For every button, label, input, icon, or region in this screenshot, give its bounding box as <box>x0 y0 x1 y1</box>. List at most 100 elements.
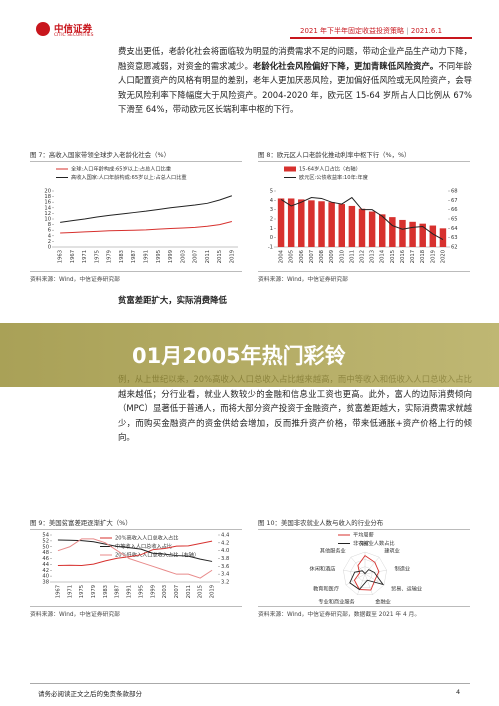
report: 2021 年下半年固定收益投资策略 <box>300 27 405 35</box>
figure-caption: 图 8：欧元区人口老龄化推动利率中枢下行（%，%） <box>258 150 470 162</box>
y-tick-label: 0 <box>48 245 51 251</box>
y-tick-label: 50 <box>42 544 49 550</box>
figure-source: 资料来源：Wind，中信证券研究部，数据截至 2021 年 4 月。 <box>258 606 470 618</box>
x-tick-label: 2019 <box>229 250 235 263</box>
category-label: 建筑业 <box>384 547 400 555</box>
y2-tick-label: 3.8 <box>221 556 229 562</box>
legend-label: 欧元区:公债收益率:10年:年度 <box>299 173 368 181</box>
y-tick-label: 52 <box>42 538 49 544</box>
bar <box>358 208 366 247</box>
x-tick-label: 2011 <box>205 250 211 263</box>
x-tick-label: 1991 <box>144 250 150 263</box>
y-tick-label: 6 <box>48 228 51 234</box>
y-tick-label: 10 <box>44 217 51 223</box>
banner-text: 01月2005年热门彩铃 <box>132 344 346 368</box>
x-tick-label: 1983 <box>119 250 125 263</box>
radar-ring <box>343 551 387 595</box>
x-tick-label: 2019 <box>210 585 216 598</box>
category-label: 休闲和酒店 <box>310 564 336 572</box>
legend-swatch <box>284 166 296 172</box>
y-tick-label: -1 <box>268 245 273 251</box>
y2-tick-label: 62 <box>451 245 458 251</box>
x-tick-label: 1967 <box>55 585 61 598</box>
radar-spoke <box>364 573 385 586</box>
text: 费支出更低，老龄化社会将面临较为明显的消费需求不足的问题，带动企业产品生产动力下… <box>118 46 472 71</box>
disclaimer: 请务必阅读正文之后的免责条款部分 <box>38 690 142 698</box>
bar <box>338 204 346 247</box>
bar <box>409 221 416 247</box>
radar-spoke <box>364 573 373 595</box>
x-tick-label: 2004 <box>279 249 285 263</box>
y-tick-label: 48 <box>42 550 49 556</box>
bar <box>378 214 386 247</box>
x-tick-label: 2019 <box>430 250 436 263</box>
chart: 全球:人口年龄构成:65岁以上:占总人口比重高收入国家:人口年龄构成:65岁以上… <box>44 165 238 263</box>
x-tick-label: 2013 <box>370 250 376 263</box>
x-tick-label: 2015 <box>217 250 223 263</box>
y-tick-label: 3 <box>270 207 273 213</box>
bar <box>277 198 285 247</box>
category-label: 专业和商业服务 <box>318 598 354 604</box>
bar <box>318 201 325 247</box>
y-tick-label: 12 <box>44 211 51 217</box>
y2-tick-label: 4.2 <box>221 540 229 546</box>
x-tick-label: 2014 <box>380 249 386 263</box>
y-tick-label: 20 <box>44 189 51 195</box>
bar <box>328 202 335 247</box>
x-tick-label: 1971 <box>67 585 73 598</box>
x-tick-label: 2008 <box>319 250 325 263</box>
y2-tick-label: 67 <box>451 198 458 204</box>
line-series <box>60 221 232 234</box>
legend-label: 平均周薪 <box>353 531 374 539</box>
x-tick-label: 1979 <box>107 250 113 263</box>
x-tick-label: 1995 <box>156 250 162 263</box>
y2-tick-label: 3.2 <box>221 580 229 586</box>
figure-caption: 图 10：美国非农就业人数与收入的行业分布 <box>258 518 470 530</box>
brand: 中信证券 <box>54 24 93 35</box>
bar <box>419 223 426 247</box>
radar-spoke <box>343 569 366 575</box>
bar <box>348 205 356 247</box>
paragraph-1: 费支出更低，老龄化社会将面临较为明显的消费需求不足的问题，带动企业产品生产动力下… <box>118 44 472 117</box>
y-tick-label: 54 <box>42 533 49 539</box>
figure-caption: 图 7：高收入国家带领全球步入老龄化社会（%） <box>30 150 242 162</box>
y2-tick-label: 3.4 <box>221 572 230 578</box>
x-tick-label: 2010 <box>339 250 345 263</box>
x-tick-label: 2020 <box>440 250 446 263</box>
date: 2021.6.1 <box>410 27 443 35</box>
radar-series <box>349 569 385 591</box>
brand-en: CITIC SECURITIES <box>54 33 94 38</box>
line-series <box>57 540 213 567</box>
x-tick-label: 1983 <box>103 585 109 598</box>
x-tick-label: 1971 <box>82 250 88 263</box>
text: 不同年龄人口配置资产的风格有明显的差别，老年人更加厌恶风险，更加偏好低风险或无风… <box>118 60 473 115</box>
category-label: 制造业 <box>395 564 411 572</box>
y2-tick-label: 64 <box>451 226 458 232</box>
x-tick-label: 1967 <box>70 250 76 263</box>
y2-tick-label: 3.6 <box>221 564 229 570</box>
category-label: 教育和医疗 <box>313 585 339 593</box>
bar <box>308 200 315 247</box>
x-tick-label: 2006 <box>299 250 305 263</box>
radar-series <box>353 555 380 591</box>
bar <box>399 219 406 247</box>
radar-spoke <box>345 573 366 586</box>
radar-spoke <box>364 569 387 575</box>
category-label: 采矿 <box>360 540 370 548</box>
x-tick-label: 2012 <box>360 250 366 263</box>
x-tick-label: 2011 <box>349 250 355 263</box>
x-tick-label: 1999 <box>150 585 156 598</box>
x-tick-label: 2015 <box>390 250 396 263</box>
y2-tick-label: 66 <box>451 207 458 213</box>
y-tick-label: 14 <box>44 205 51 211</box>
x-tick-label: 2009 <box>329 250 335 263</box>
bar <box>368 211 376 247</box>
x-tick-label: 2005 <box>289 250 295 263</box>
x-tick-label: 1987 <box>131 250 137 263</box>
x-tick-label: 2007 <box>309 250 315 263</box>
x-tick-label: 1975 <box>79 585 85 598</box>
bar <box>287 198 295 247</box>
x-tick-label: 2015 <box>198 585 204 598</box>
y2-tick-label: 4.0 <box>221 548 229 554</box>
legend-label: 20%低收入人口总收入占比（右轴） <box>115 551 199 559</box>
